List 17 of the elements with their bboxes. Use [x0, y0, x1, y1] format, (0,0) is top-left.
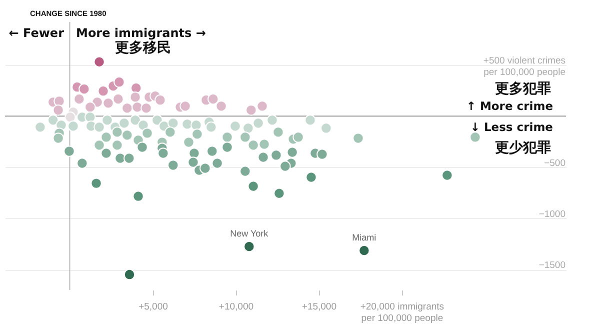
y-tick-label: +500 violent crimes per 100,000 people — [483, 55, 566, 78]
annotation: More immigrants → — [76, 26, 206, 40]
y-tick-label: −1500 — [538, 260, 566, 272]
annotation: ↓ Less crime — [470, 120, 554, 134]
x-tick-label: +20,000 immigrants per 100,000 people — [360, 302, 444, 324]
x-tick-label: +15,000 — [302, 302, 336, 312]
annotation: 更多移民 — [115, 40, 171, 56]
annotation: 更少犯罪 — [495, 140, 551, 156]
annotation: ↑ More crime — [466, 99, 554, 113]
x-tick-label: +5,000 — [138, 302, 168, 312]
y-tick-label: −500 — [544, 158, 566, 169]
annotation: ← Fewer — [8, 26, 64, 40]
x-tick-label: +10,000 — [218, 302, 254, 312]
annotation: New York — [230, 228, 269, 239]
annotation: 更多犯罪 — [495, 81, 551, 97]
annotation: Miami — [352, 232, 376, 243]
y-tick-label: −1000 — [538, 208, 566, 220]
